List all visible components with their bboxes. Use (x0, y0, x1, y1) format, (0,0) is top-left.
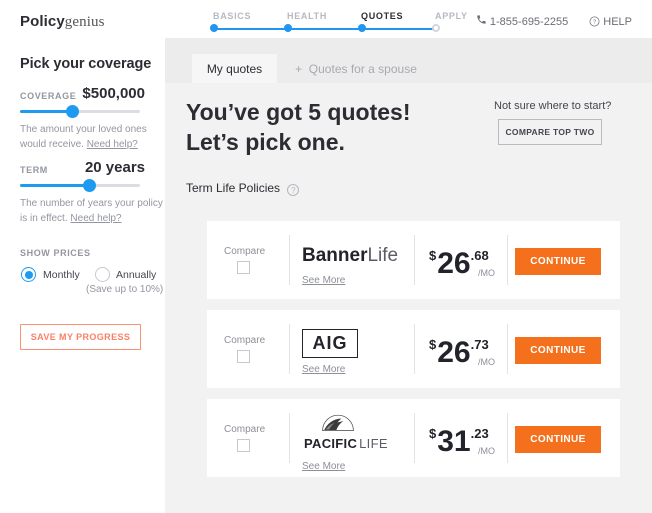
svg-text:?: ? (593, 19, 596, 25)
